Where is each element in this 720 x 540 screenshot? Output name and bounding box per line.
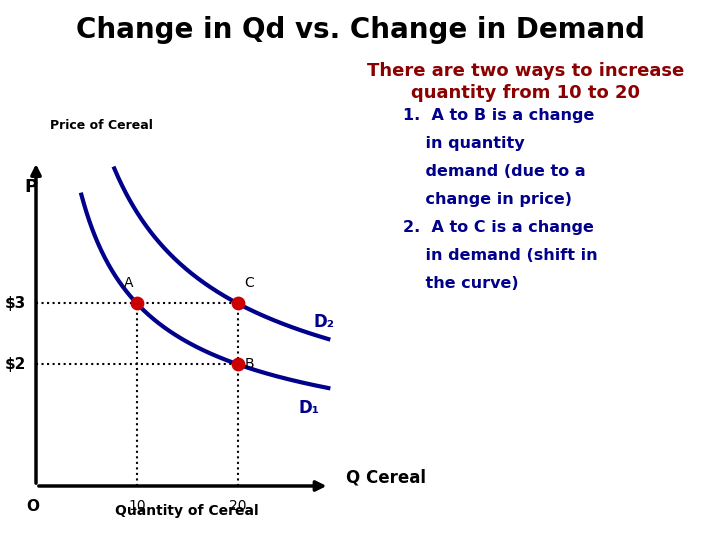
Text: B: B bbox=[245, 357, 254, 372]
Text: Q Cereal: Q Cereal bbox=[346, 469, 426, 487]
Text: $3: $3 bbox=[4, 296, 26, 311]
Text: There are two ways to increase: There are two ways to increase bbox=[367, 62, 684, 80]
Text: Quantity of Cereal: Quantity of Cereal bbox=[115, 504, 259, 518]
Point bbox=[131, 299, 143, 308]
Text: A: A bbox=[124, 276, 133, 290]
Text: C: C bbox=[245, 276, 254, 290]
Text: in quantity: in quantity bbox=[403, 136, 525, 151]
Point bbox=[232, 299, 243, 308]
Text: D₁: D₁ bbox=[298, 399, 319, 417]
Text: demand (due to a: demand (due to a bbox=[403, 164, 586, 179]
Text: Price of Cereal: Price of Cereal bbox=[50, 119, 153, 132]
Text: D₂: D₂ bbox=[313, 313, 334, 332]
Text: in demand (shift in: in demand (shift in bbox=[403, 248, 598, 264]
Text: change in price): change in price) bbox=[403, 192, 572, 207]
Point bbox=[232, 360, 243, 369]
Text: O: O bbox=[27, 500, 40, 515]
Text: 1.  A to B is a change: 1. A to B is a change bbox=[403, 108, 595, 123]
Text: P: P bbox=[24, 178, 37, 196]
Text: 2.  A to C is a change: 2. A to C is a change bbox=[403, 220, 594, 235]
Text: $2: $2 bbox=[4, 357, 26, 372]
Text: 10: 10 bbox=[128, 500, 145, 514]
Text: the curve): the curve) bbox=[403, 276, 519, 292]
Text: Change in Qd vs. Change in Demand: Change in Qd vs. Change in Demand bbox=[76, 16, 644, 44]
Text: 20: 20 bbox=[229, 500, 246, 514]
Text: quantity from 10 to 20: quantity from 10 to 20 bbox=[411, 84, 640, 102]
